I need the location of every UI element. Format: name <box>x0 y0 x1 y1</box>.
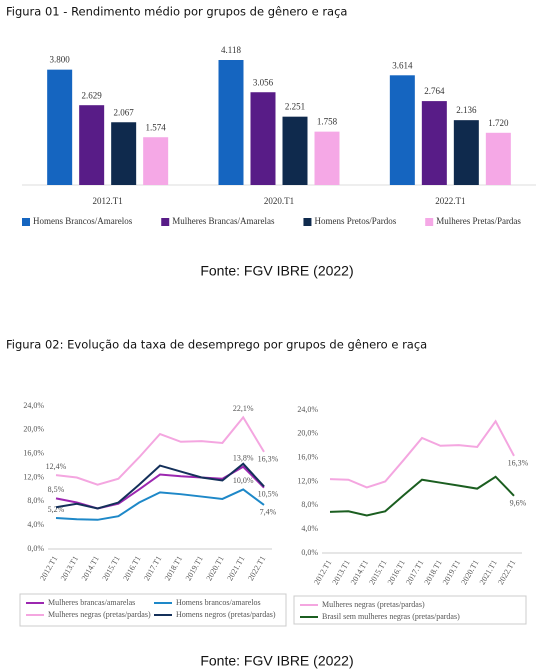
legend-label: Homens Pretos/Pardos <box>314 216 396 226</box>
legend-swatch <box>425 218 434 226</box>
x-tick-label: 2014.T1 <box>80 554 101 582</box>
x-tick-label: 2012.T1 <box>38 554 59 582</box>
y-tick-label: 12,0% <box>23 472 44 481</box>
legend-box <box>19 593 287 627</box>
figure-title: Figura 01 - Rendimento médio por grupos … <box>6 5 347 19</box>
legend-label: Mulheres negras (pretas/pardas) <box>48 610 151 619</box>
value-label: 4.118 <box>221 45 241 55</box>
bar <box>143 137 169 185</box>
legend-swatch <box>303 218 312 226</box>
y-tick-label: 0,0% <box>301 548 318 557</box>
figure-title: Figura 02: Evolução da taxa de desempreg… <box>6 338 427 352</box>
value-label: 3.800 <box>50 55 71 65</box>
bar <box>47 69 73 185</box>
bar <box>79 105 105 185</box>
y-tick-label: 4,0% <box>301 524 318 533</box>
line <box>55 462 265 510</box>
legend-box <box>293 595 527 625</box>
legend-swatch <box>161 218 170 226</box>
value-label: 1.758 <box>317 117 338 127</box>
legend-label: Mulheres brancas/amarelas <box>48 598 135 607</box>
y-tick-label: 24,0% <box>297 405 318 414</box>
value-label: 1.574 <box>146 122 167 132</box>
legend-swatch <box>22 218 30 226</box>
x-tick-label: 2019.T1 <box>184 554 205 582</box>
legend-label: Mulheres Pretas/Pardas <box>436 216 521 226</box>
figure-source: Fonte: FGV IBRE (2022) <box>200 263 353 279</box>
value-label: 22,1% <box>233 404 254 413</box>
y-tick-label: 16,0% <box>297 452 318 461</box>
x-tick-label: 2022.T1 <box>246 554 267 582</box>
x-tick-label: 2015.T1 <box>100 554 121 582</box>
bar <box>421 101 447 185</box>
y-tick-label: 8,0% <box>301 500 318 509</box>
bar <box>282 116 308 185</box>
y-tick-label: 20,0% <box>23 425 44 434</box>
legend-label: Brasil sem mulheres negras (pretas/parda… <box>322 612 460 621</box>
line <box>55 415 265 486</box>
legend-label: Homens negros (pretas/pardas) <box>176 610 276 619</box>
y-tick-label: 24,0% <box>23 401 44 410</box>
x-tick-label: 2020.T1 <box>204 554 225 582</box>
value-label: 13,8% <box>233 454 254 463</box>
y-tick-label: 4,0% <box>27 520 44 529</box>
legend-label: Homens Brancos/Amarelos <box>33 216 133 226</box>
figure-source: Fonte: FGV IBRE (2022) <box>200 653 353 669</box>
value-label: 3.614 <box>392 60 413 70</box>
value-label: 7,4% <box>260 508 277 517</box>
x-tick-label: 2020.T1 <box>264 196 294 206</box>
value-label: 5,2% <box>48 505 65 514</box>
y-tick-label: 20,0% <box>297 429 318 438</box>
value-label: 12,4% <box>46 462 67 471</box>
x-tick-label: 2022.T1 <box>435 196 465 206</box>
bar <box>453 120 479 185</box>
x-tick-label: 2013.T1 <box>59 554 80 582</box>
y-tick-label: 16,0% <box>23 448 44 457</box>
line <box>329 475 515 517</box>
x-tick-label: 2022.T1 <box>496 558 517 586</box>
bar <box>485 132 511 185</box>
value-label: 9,6% <box>510 499 527 508</box>
x-tick-label: 2016.T1 <box>121 554 142 582</box>
value-label: 2.764 <box>424 86 445 96</box>
y-tick-label: 8,0% <box>27 496 44 505</box>
bar <box>250 92 276 185</box>
value-label: 16,3% <box>258 455 279 464</box>
line <box>55 488 265 521</box>
value-label: 10,5% <box>258 489 279 498</box>
bar <box>389 75 415 185</box>
x-tick-label: 2012.T1 <box>93 196 123 206</box>
value-label: 3.056 <box>253 77 274 87</box>
bar <box>111 122 137 185</box>
value-label: 2.136 <box>456 105 477 115</box>
legend-label: Mulheres negras (pretas/pardas) <box>322 600 425 609</box>
y-tick-label: 12,0% <box>297 476 318 485</box>
value-label: 1.720 <box>488 118 509 128</box>
legend-label: Homens brancos/amarelos <box>176 598 261 607</box>
value-label: 2.251 <box>285 102 305 112</box>
y-tick-label: 0,0% <box>27 544 44 553</box>
value-label: 8,5% <box>48 485 65 494</box>
bar <box>218 60 244 185</box>
value-label: 10,0% <box>233 476 254 485</box>
x-tick-label: 2018.T1 <box>163 554 184 582</box>
value-label: 2.629 <box>82 90 103 100</box>
x-tick-label: 2017.T1 <box>142 554 163 582</box>
line <box>329 419 515 489</box>
value-label: 2.067 <box>114 107 135 117</box>
value-label: 16,3% <box>508 459 529 468</box>
x-tick-label: 2021.T1 <box>225 554 246 582</box>
legend-label: Mulheres Brancas/Amarelas <box>172 216 275 226</box>
bar <box>314 131 340 185</box>
